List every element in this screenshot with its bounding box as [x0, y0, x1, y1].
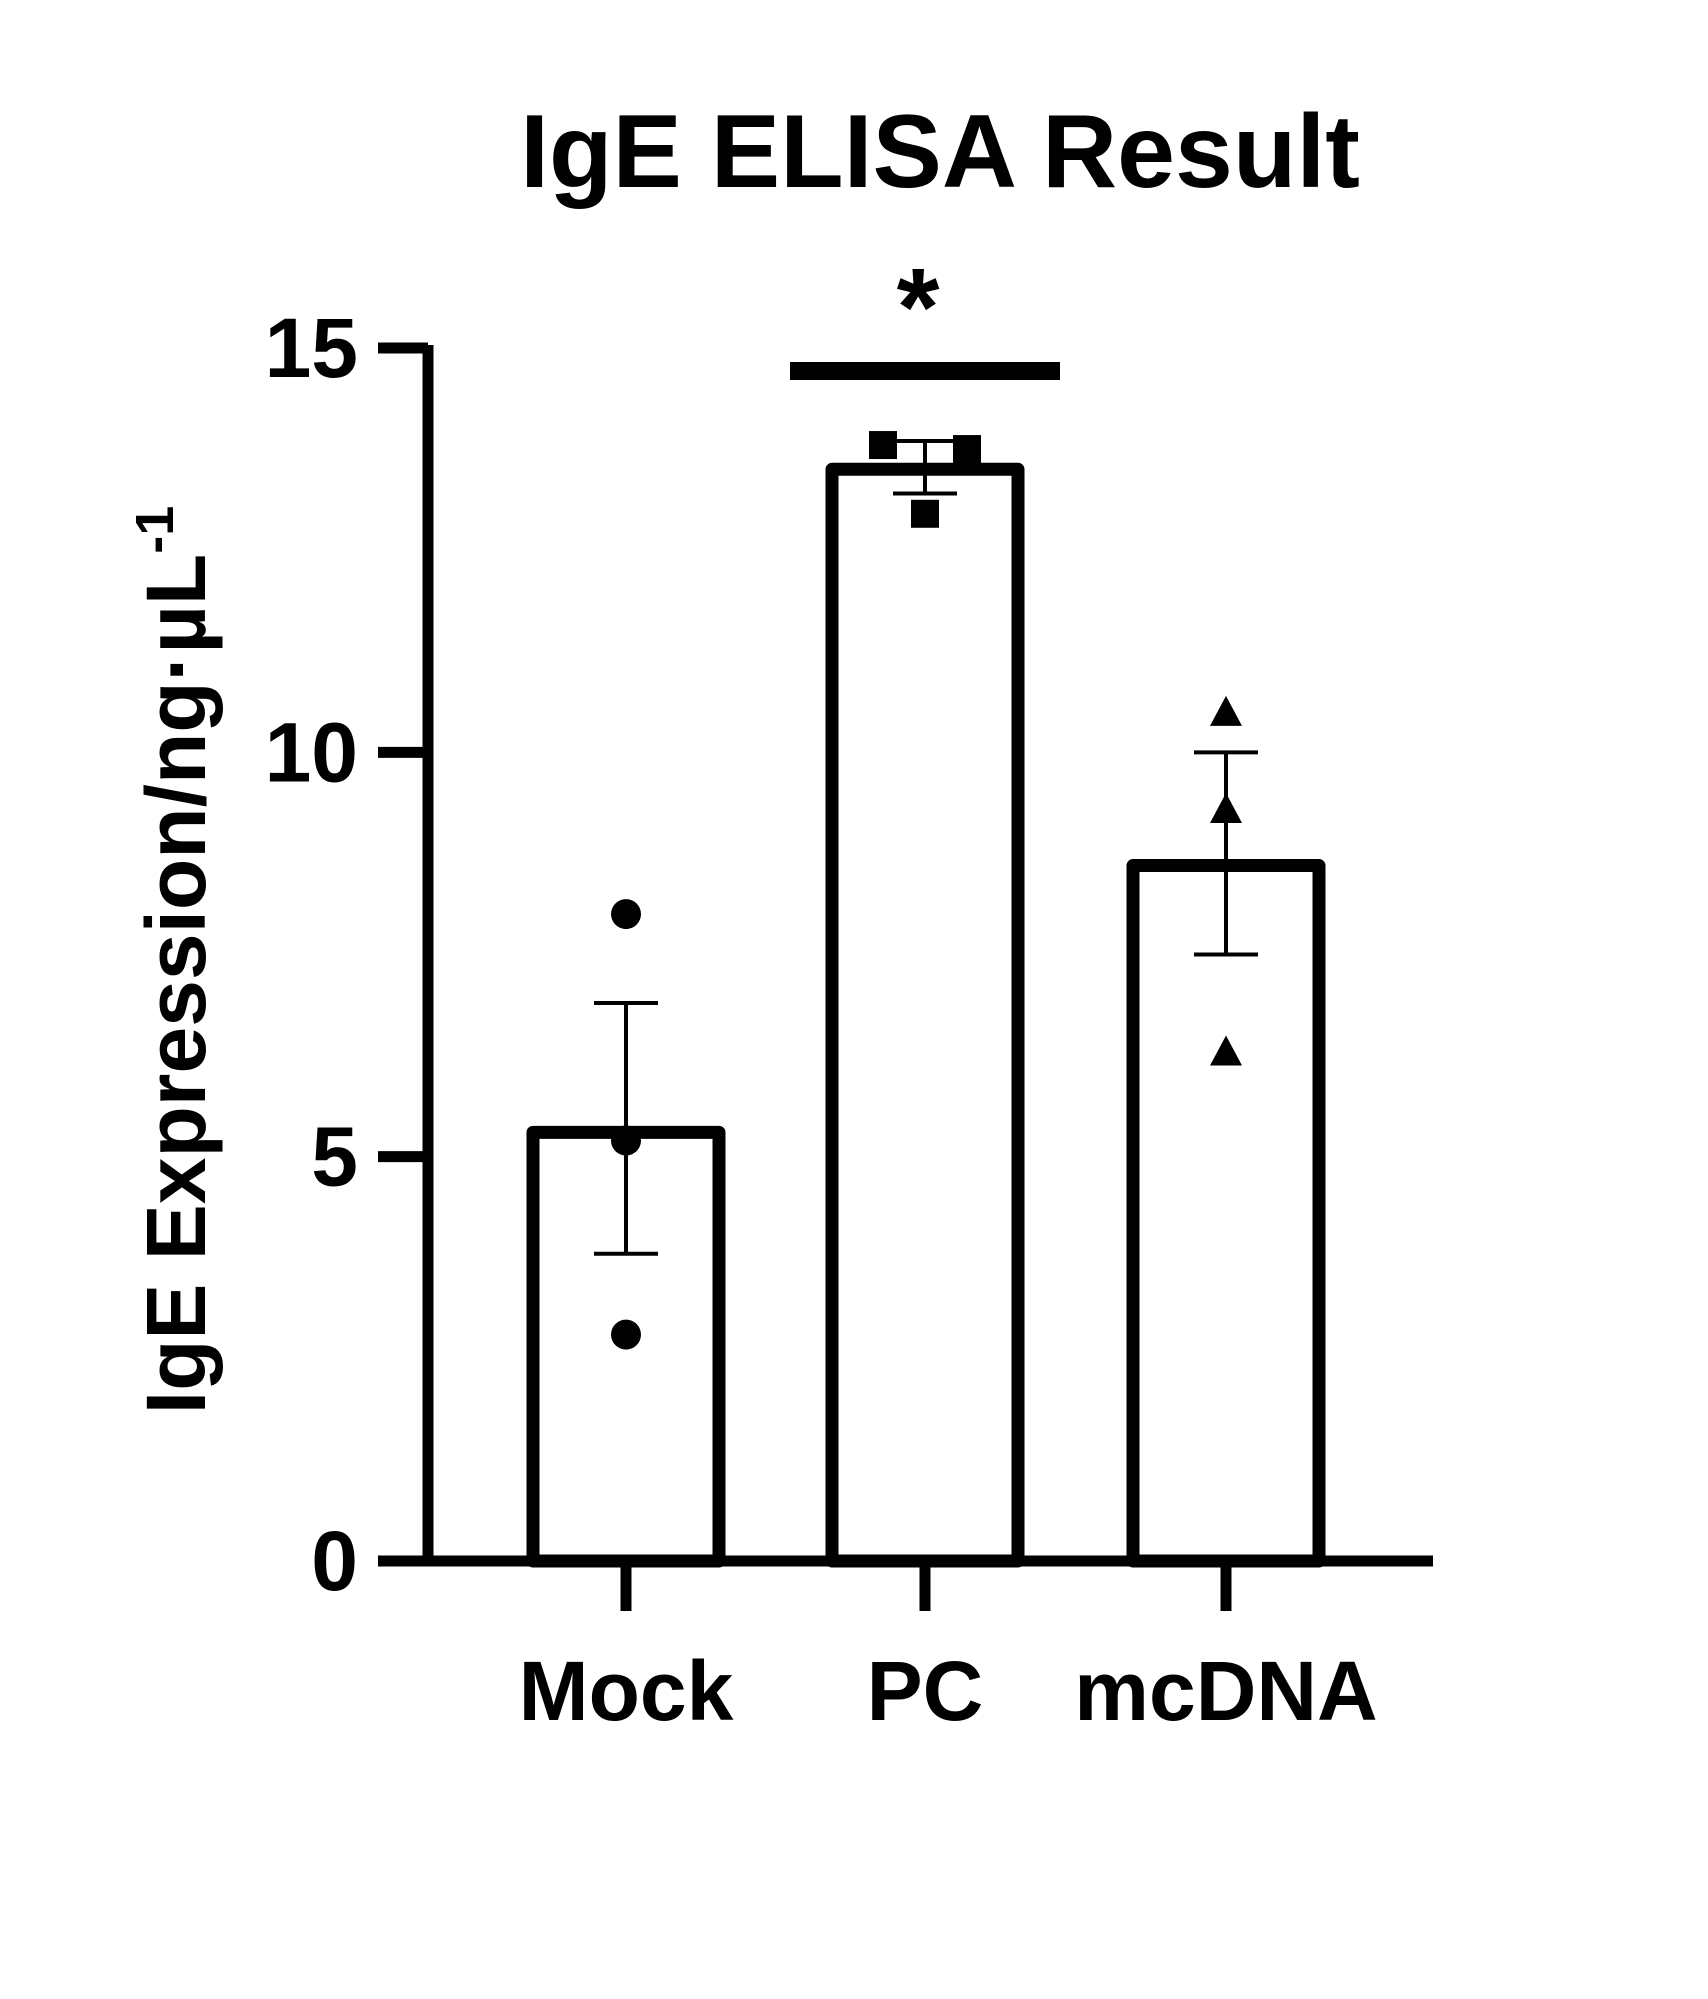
y-tick-label: 15 [265, 301, 358, 395]
y-tick-label: 10 [265, 705, 358, 799]
x-tick-labels: Mock PC mcDNA [519, 1644, 1378, 1738]
data-point-square [869, 431, 897, 460]
significance-star: * [897, 246, 940, 369]
y-axis-label-text: IgE Expression/ng·µL [129, 554, 223, 1415]
significance-annotation: * [790, 246, 1060, 380]
x-tick-label-mcdna: mcDNA [1074, 1644, 1377, 1738]
y-tick-label: 5 [311, 1110, 358, 1204]
x-tick-label-pc: PC [867, 1644, 984, 1738]
bar-pc [825, 462, 1025, 1568]
data-point-triangle [1210, 695, 1242, 726]
data-point-circle [611, 1125, 641, 1156]
y-ticks: 0 5 10 15 [265, 301, 428, 1608]
data-point-triangle [1210, 792, 1242, 823]
data-point-square [953, 435, 981, 464]
chart-title: IgE ELISA Result [520, 94, 1360, 210]
y-tick-label: 0 [311, 1514, 358, 1608]
x-tick-label-mock: Mock [519, 1644, 734, 1738]
y-axis-label: IgE Expression/ng·µL-1 [125, 506, 223, 1415]
bars [526, 462, 1326, 1611]
data-point-circle [611, 1319, 641, 1350]
y-axis-label-superscript: -1 [125, 506, 185, 554]
data-point-triangle [1210, 1035, 1242, 1066]
bar-mcdna [1126, 859, 1326, 1568]
data-points [611, 431, 1242, 1350]
data-point-square [911, 499, 939, 528]
data-point-circle [611, 899, 641, 930]
